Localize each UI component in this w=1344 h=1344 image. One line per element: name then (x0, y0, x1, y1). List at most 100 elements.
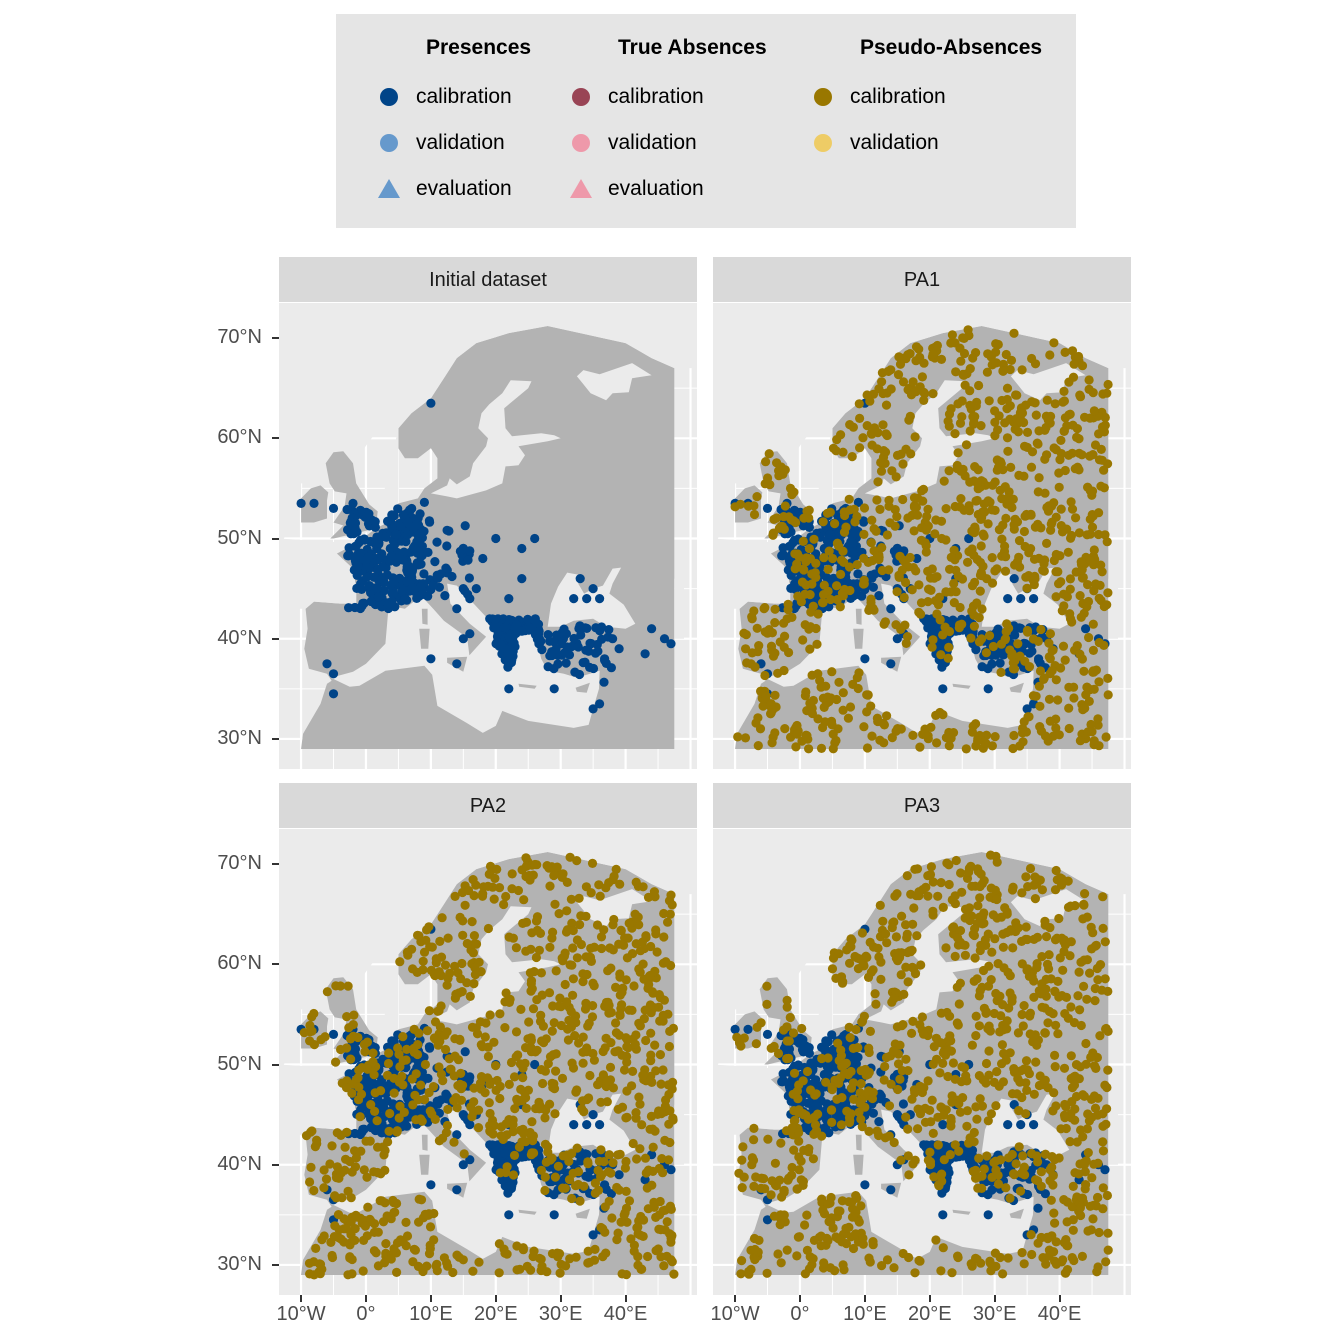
pseudo-absence-point (939, 476, 949, 486)
pseudo-absence-point (608, 1083, 618, 1093)
presence-point (530, 1059, 540, 1070)
presence-point (898, 1099, 908, 1109)
pseudo-absence-point (970, 577, 980, 587)
pseudo-absence-point (1102, 600, 1112, 610)
pseudo-absence-point (1103, 690, 1113, 700)
pseudo-absence-point (578, 1032, 588, 1042)
pseudo-absence-point (331, 1057, 341, 1067)
presence-point (827, 1030, 837, 1040)
pseudo-absence-point (658, 1065, 668, 1075)
pseudo-absence-point (378, 1217, 389, 1227)
legend-title: True Absences (618, 36, 767, 59)
pseudo-absence-point (518, 918, 528, 928)
presence-point (987, 1185, 997, 1195)
pseudo-absence-point (601, 883, 611, 893)
presence-point (432, 537, 442, 547)
pseudo-absence-point (766, 708, 776, 718)
presence-point (400, 1120, 410, 1130)
pseudo-absence-point (770, 604, 780, 614)
pseudo-absence-point (1005, 364, 1015, 375)
pseudo-absence-point (1024, 662, 1035, 672)
pseudo-absence-point (508, 1127, 518, 1137)
pseudo-absence-point (480, 1088, 490, 1098)
pseudo-absence-point (1040, 731, 1051, 741)
pseudo-absence-point (818, 722, 828, 733)
pseudo-absence-point (763, 473, 773, 483)
pseudo-absence-point (1028, 573, 1039, 583)
pseudo-absence-point (1094, 429, 1104, 439)
pseudo-absence-point (918, 484, 929, 494)
pseudo-absence-point (646, 1111, 656, 1121)
presence-point (640, 1175, 650, 1185)
pseudo-absence-point (901, 920, 911, 930)
pseudo-absence-point (536, 1010, 546, 1020)
pseudo-absence-point (896, 449, 906, 459)
pseudo-absence-point (1103, 1228, 1113, 1238)
pseudo-absence-point (971, 496, 981, 506)
pseudo-absence-point (1103, 588, 1113, 598)
presence-point (296, 498, 306, 508)
pseudo-absence-point (972, 1114, 982, 1124)
presence-point (423, 547, 433, 557)
pseudo-absence-point (617, 1050, 627, 1060)
presence-point (599, 677, 609, 687)
pseudo-absence-point (1081, 1180, 1091, 1190)
pseudo-absence-point (965, 386, 975, 396)
pseudo-absence-point (483, 1051, 493, 1062)
presence-point (442, 525, 452, 535)
pseudo-absence-point (609, 871, 619, 881)
pseudo-absence-point (632, 1223, 642, 1233)
pseudo-absence-point (755, 724, 766, 734)
presence-point (452, 1185, 462, 1195)
legend-item-label: evaluation (608, 177, 704, 200)
pseudo-absence-point (1013, 923, 1023, 933)
presence-point (419, 497, 429, 507)
baltic-sea (864, 380, 995, 499)
pseudo-absence-point (518, 1128, 529, 1138)
map-canvas (279, 303, 697, 769)
presence-point (415, 509, 425, 519)
pseudo-absence-point (592, 920, 603, 930)
presence-point (600, 654, 610, 664)
pseudo-absence-point (956, 494, 966, 504)
pseudo-absence-point (1098, 1137, 1108, 1147)
pseudo-absence-point (1086, 719, 1096, 730)
pseudo-absence-point (305, 1177, 315, 1187)
map-panel: Initial dataset (279, 257, 697, 769)
triangle-key-icon (570, 179, 592, 198)
presence-point (574, 669, 585, 680)
pseudo-absence-point (793, 1094, 803, 1104)
presence-point (1003, 1120, 1013, 1130)
pseudo-absence-point (657, 1154, 667, 1164)
pseudo-absence-point (1000, 541, 1010, 551)
pseudo-absence-point (878, 916, 888, 926)
pseudo-absence-point (832, 581, 842, 591)
pseudo-absence-point (950, 1074, 960, 1084)
pseudo-absence-point (1022, 442, 1032, 452)
pseudo-absence-point (568, 974, 578, 984)
pseudo-absence-point (901, 1112, 911, 1122)
pseudo-absence-point (965, 400, 975, 410)
pseudo-absence-point (967, 1040, 977, 1050)
pseudo-absence-point (366, 1100, 376, 1110)
pseudo-absence-point (489, 894, 499, 904)
presence-point (971, 645, 981, 655)
presence-point (730, 1024, 740, 1034)
pseudo-absence-point (974, 1153, 984, 1163)
pseudo-absence-point (764, 449, 774, 459)
pseudo-absence-point (932, 738, 942, 748)
pseudo-absence-point (1047, 517, 1057, 527)
pseudo-absence-point (401, 1241, 411, 1251)
pseudo-absence-point (935, 1068, 945, 1078)
pseudo-absence-point (470, 963, 480, 973)
pseudo-absence-point (941, 733, 951, 743)
pseudo-absence-point (384, 1048, 394, 1058)
pseudo-absence-point (998, 366, 1008, 376)
pseudo-absence-point (791, 517, 801, 528)
presence-point (465, 629, 475, 639)
pseudo-absence-point (1033, 439, 1043, 449)
pseudo-absence-point (549, 1018, 559, 1028)
pseudo-absence-point (931, 515, 941, 525)
pseudo-absence-point (534, 1104, 544, 1114)
pseudo-absence-point (976, 514, 986, 524)
